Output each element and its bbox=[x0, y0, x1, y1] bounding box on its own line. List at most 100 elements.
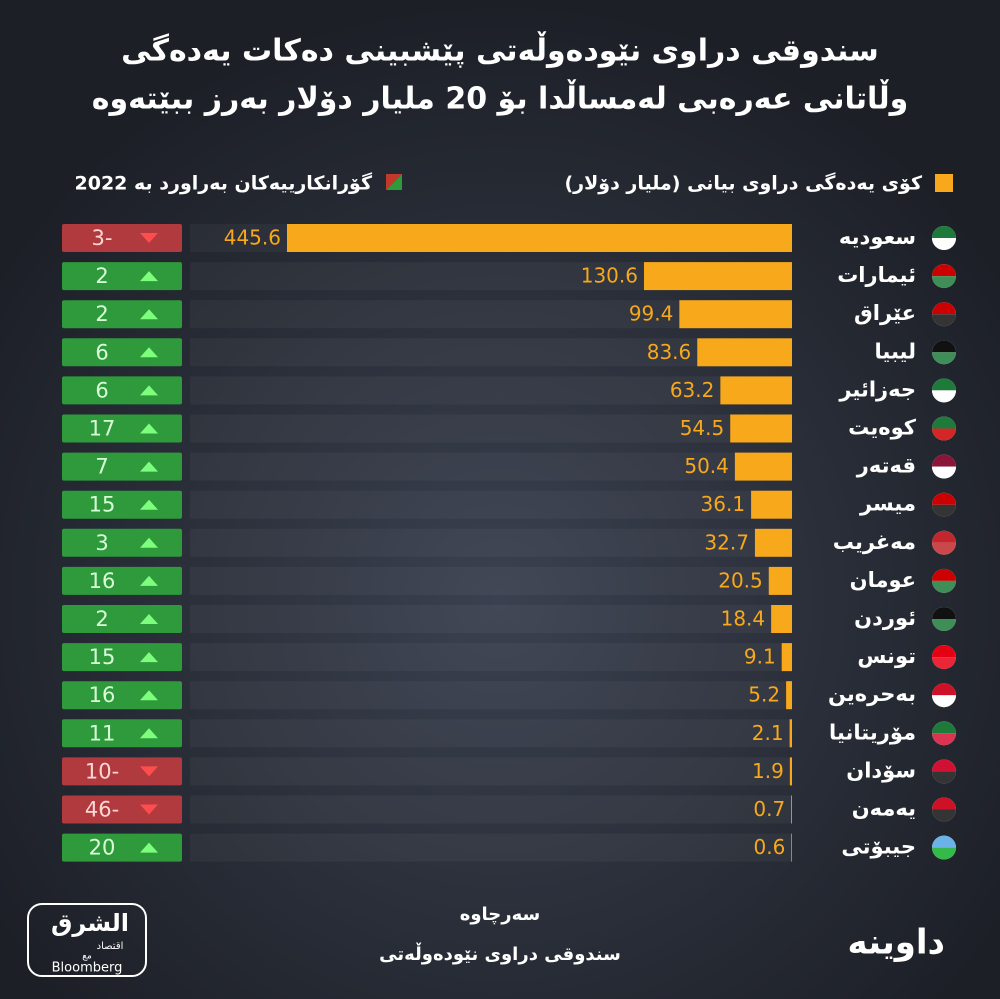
category-label: مۆریتانیا bbox=[829, 720, 916, 744]
change-pill bbox=[62, 338, 182, 367]
change-arrow bbox=[140, 423, 158, 434]
flag bbox=[932, 530, 956, 543]
bar bbox=[771, 605, 792, 633]
flag bbox=[932, 314, 956, 327]
category-label: جیبۆتی bbox=[841, 835, 916, 859]
bar bbox=[791, 795, 792, 824]
row-band bbox=[190, 528, 792, 557]
value-label: 2.1 bbox=[752, 721, 784, 745]
change-label: 15 bbox=[89, 493, 116, 517]
value-label: 445.6 bbox=[224, 226, 281, 250]
row-band bbox=[190, 757, 792, 786]
flag bbox=[932, 238, 956, 250]
bar bbox=[730, 414, 792, 443]
change-label: 7 bbox=[95, 455, 108, 479]
flag bbox=[932, 390, 956, 403]
change-arrow bbox=[140, 575, 158, 586]
flag bbox=[932, 771, 956, 784]
bar bbox=[697, 338, 792, 367]
flag bbox=[932, 302, 956, 315]
change-arrow bbox=[140, 233, 158, 243]
change-pill bbox=[62, 414, 182, 443]
change-pill bbox=[62, 566, 182, 595]
change-arrow bbox=[140, 614, 158, 624]
flag bbox=[932, 340, 956, 353]
change-arrow bbox=[140, 804, 158, 815]
change-arrow bbox=[140, 728, 158, 739]
category-label: بەحرەین bbox=[828, 682, 916, 706]
row-band bbox=[190, 414, 792, 443]
change-arrow bbox=[140, 309, 158, 320]
flag bbox=[932, 428, 956, 441]
category-label: ئوردن bbox=[854, 606, 916, 630]
logo-text: اقتصاد bbox=[97, 941, 124, 952]
change-label: 20 bbox=[89, 836, 116, 860]
bar bbox=[751, 490, 792, 519]
flag bbox=[932, 226, 956, 238]
row-band bbox=[190, 338, 792, 367]
flag bbox=[932, 733, 956, 746]
flag bbox=[932, 797, 956, 810]
change-pill bbox=[62, 795, 182, 824]
change-label: 6 bbox=[95, 378, 108, 402]
change-pill bbox=[62, 643, 182, 672]
flag bbox=[932, 466, 956, 479]
change-arrow bbox=[140, 347, 158, 358]
value-label: 1.9 bbox=[752, 759, 784, 783]
row-band bbox=[190, 490, 792, 519]
value-label: 5.2 bbox=[748, 683, 780, 707]
change-pill bbox=[62, 262, 182, 291]
flag bbox=[932, 568, 956, 581]
change-label: 11 bbox=[89, 721, 116, 745]
change-arrow bbox=[140, 385, 158, 396]
flag bbox=[932, 619, 956, 631]
flag bbox=[932, 454, 956, 467]
change-arrow bbox=[140, 461, 158, 472]
value-label: 83.6 bbox=[647, 340, 692, 364]
flag bbox=[932, 504, 956, 517]
change-arrow bbox=[140, 271, 158, 282]
flag bbox=[932, 607, 956, 619]
bar bbox=[286, 224, 792, 252]
change-label: 15 bbox=[89, 645, 116, 669]
flag bbox=[932, 657, 956, 670]
logo-frame bbox=[27, 903, 147, 977]
flag bbox=[932, 492, 956, 505]
change-label: 16 bbox=[89, 683, 116, 707]
title: سندوقی دراوی نێودەوڵەتی پێشبینی دەکات یە… bbox=[121, 32, 879, 69]
title: وڵاتانی عەرەبی لەمساڵدا بۆ 20 ملیار دۆلا… bbox=[92, 80, 909, 117]
value-label: 0.6 bbox=[754, 835, 786, 859]
category-label: یەمەن bbox=[852, 797, 916, 821]
category-label: لیبیا bbox=[875, 339, 917, 363]
category-label: تونس bbox=[857, 644, 916, 668]
change-arrow bbox=[140, 766, 158, 777]
change-pill bbox=[62, 452, 182, 481]
row-band bbox=[190, 566, 792, 595]
bar bbox=[789, 757, 792, 786]
value-label: 130.6 bbox=[581, 264, 638, 288]
value-label: 99.4 bbox=[629, 302, 674, 326]
category-label: سعودیه bbox=[839, 225, 916, 249]
logo-text: مع bbox=[82, 952, 92, 962]
change-pill bbox=[62, 300, 182, 329]
change-label: 2 bbox=[95, 607, 108, 631]
change-label: 2 bbox=[95, 264, 108, 288]
change-arrow bbox=[140, 842, 158, 853]
flag bbox=[932, 645, 956, 658]
change-pill bbox=[62, 376, 182, 405]
bar bbox=[754, 528, 792, 557]
bar bbox=[720, 376, 792, 405]
source-label: سەرچاوە bbox=[460, 904, 541, 925]
value-label: 9.1 bbox=[744, 645, 776, 669]
legend-label: کۆی یەدەگی دراوی بیانی (ملیار دۆلار) bbox=[564, 172, 922, 195]
change-label: 6 bbox=[95, 340, 108, 364]
logo-text: Bloomberg bbox=[52, 961, 123, 976]
change-pill bbox=[62, 757, 182, 786]
value-label: 54.5 bbox=[680, 416, 725, 440]
bar bbox=[679, 300, 792, 329]
bar bbox=[768, 566, 792, 595]
flag bbox=[932, 721, 956, 734]
change-label: 2 bbox=[95, 302, 108, 326]
value-label: 18.4 bbox=[721, 607, 766, 631]
change-pill bbox=[62, 528, 182, 557]
